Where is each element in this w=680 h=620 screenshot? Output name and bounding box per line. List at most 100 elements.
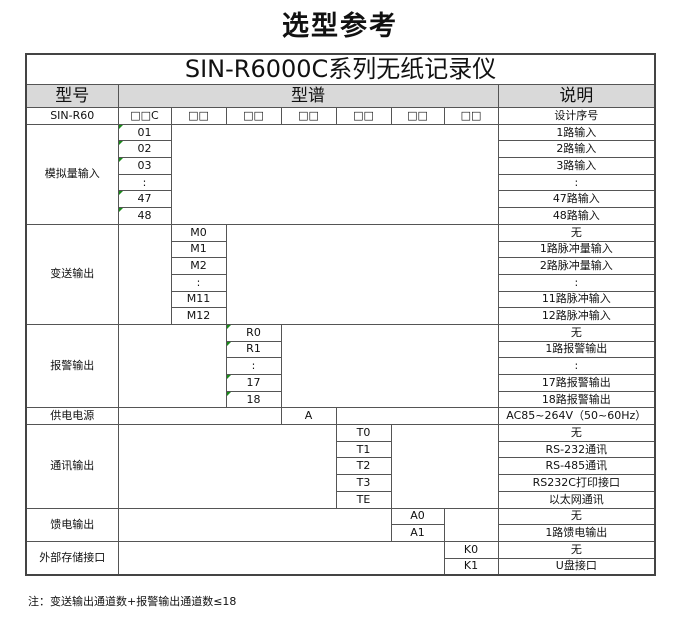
empty-cell bbox=[335, 407, 499, 426]
option-code: T2 bbox=[335, 457, 392, 476]
option-code: 17 bbox=[225, 374, 282, 392]
option-description: 无 bbox=[497, 540, 656, 559]
table-row: 47 47路输入 bbox=[26, 190, 656, 209]
empty-cell bbox=[117, 540, 445, 576]
option-code: 02 bbox=[117, 140, 172, 159]
option-code: K1 bbox=[443, 557, 499, 576]
option-description: 1路脉冲量输入 bbox=[497, 240, 656, 259]
footnote: 注：变送输出通道数+报警输出通道数≤18 bbox=[28, 595, 237, 608]
option-code: : bbox=[170, 273, 227, 292]
option-code: 03 bbox=[117, 157, 172, 175]
option-code: R0 bbox=[225, 323, 282, 342]
table-row: T3 RS232C打印接口 bbox=[26, 474, 656, 492]
code-placeholder: □□ bbox=[280, 107, 337, 125]
code-placeholder: □□ bbox=[225, 107, 282, 125]
option-description: 3路输入 bbox=[497, 157, 656, 175]
option-code: TE bbox=[335, 490, 392, 509]
option-description: 1路输入 bbox=[497, 123, 656, 142]
option-description: 无 bbox=[497, 223, 656, 242]
option-code: A1 bbox=[390, 524, 445, 542]
section-label: 供电电源 bbox=[25, 407, 119, 426]
option-code: 01 bbox=[117, 123, 172, 142]
code-placeholder: □□ bbox=[170, 107, 227, 125]
option-code: M2 bbox=[170, 257, 227, 275]
table-row: :: bbox=[26, 173, 656, 192]
table-row: 模拟量输入 01 1路输入 bbox=[25, 123, 656, 225]
option-code: A bbox=[280, 407, 337, 426]
code-placeholder: □□ bbox=[443, 107, 499, 125]
table-row: M12 12路脉冲输入 bbox=[26, 307, 656, 325]
table-row: M11 11路脉冲输入 bbox=[26, 290, 656, 309]
option-description: 17路报警输出 bbox=[497, 374, 656, 392]
table-row: T1 RS-232通讯 bbox=[26, 440, 656, 459]
table-row: 馈电输出 A0 无 bbox=[25, 507, 656, 542]
table-row: 外部存储接口 K0 无 bbox=[25, 540, 656, 576]
option-code: 47 bbox=[117, 190, 172, 209]
empty-cell bbox=[117, 323, 227, 409]
empty-cell bbox=[117, 424, 337, 509]
option-code: : bbox=[225, 357, 282, 375]
option-description: RS232C打印接口 bbox=[497, 474, 656, 492]
empty-cell bbox=[443, 507, 499, 542]
table-row: M1 1路脉冲量输入 bbox=[26, 240, 656, 259]
table-row: 17 17路报警输出 bbox=[26, 374, 656, 392]
code-placeholder: □□C bbox=[117, 107, 172, 125]
table-row: R1 1路报警输出 bbox=[26, 340, 656, 359]
option-code: M11 bbox=[170, 290, 227, 309]
option-description: 11路脉冲输入 bbox=[497, 290, 656, 309]
empty-cell bbox=[225, 223, 499, 325]
code-placeholder: □□ bbox=[390, 107, 445, 125]
option-description: 无 bbox=[497, 424, 656, 442]
option-description: 48路输入 bbox=[497, 207, 656, 225]
table-row: 供电电源 A AC85~264V（50~60Hz） bbox=[25, 407, 656, 426]
empty-cell bbox=[117, 223, 172, 325]
page-title: 选型参考 bbox=[282, 11, 398, 42]
section-label: 馈电输出 bbox=[25, 507, 119, 542]
option-description: : bbox=[497, 273, 656, 292]
header-description: 说明 bbox=[497, 84, 656, 108]
table-row: T2 RS-485通讯 bbox=[26, 457, 656, 476]
empty-cell bbox=[170, 123, 499, 225]
option-description: RS-485通讯 bbox=[497, 457, 656, 476]
section-label: 模拟量输入 bbox=[25, 123, 119, 225]
option-code: 48 bbox=[117, 207, 172, 225]
option-description: 无 bbox=[497, 323, 656, 342]
option-description: 无 bbox=[497, 507, 656, 526]
option-description: : bbox=[497, 357, 656, 375]
empty-cell bbox=[280, 323, 499, 409]
table-row: K1 U盘接口 bbox=[26, 557, 656, 576]
option-code: T3 bbox=[335, 474, 392, 492]
option-description: RS-232通讯 bbox=[497, 440, 656, 459]
table-row: 变送输出 M0 无 bbox=[25, 223, 656, 325]
empty-cell bbox=[117, 407, 282, 426]
option-code: T1 bbox=[335, 440, 392, 459]
option-description: 1路馈电输出 bbox=[497, 524, 656, 542]
option-code: 18 bbox=[225, 390, 282, 409]
option-description: 47路输入 bbox=[497, 190, 656, 209]
table-title: SIN-R6000C系列无纸记录仪 bbox=[25, 53, 656, 85]
model-description: 设计序号 bbox=[497, 107, 656, 125]
option-code: M12 bbox=[170, 307, 227, 325]
empty-cell bbox=[390, 424, 499, 509]
section-label: 外部存储接口 bbox=[25, 540, 119, 576]
option-description: : bbox=[497, 173, 656, 192]
option-code: : bbox=[117, 173, 172, 192]
option-code: K0 bbox=[443, 540, 499, 559]
option-code: R1 bbox=[225, 340, 282, 359]
option-code: M1 bbox=[170, 240, 227, 259]
option-code: M0 bbox=[170, 223, 227, 242]
table-row: 48 48路输入 bbox=[26, 207, 656, 225]
empty-cell bbox=[117, 507, 392, 542]
option-description: 以太网通讯 bbox=[497, 490, 656, 509]
option-code: T0 bbox=[335, 424, 392, 442]
option-description: 2路输入 bbox=[497, 140, 656, 159]
option-description: U盘接口 bbox=[497, 557, 656, 576]
table-row: 02 2路输入 bbox=[26, 140, 656, 159]
code-placeholder: □□ bbox=[335, 107, 392, 125]
table-row: 通讯输出 T0 无 bbox=[25, 424, 656, 509]
section-label: 报警输出 bbox=[25, 323, 119, 409]
option-description: 18路报警输出 bbox=[497, 390, 656, 409]
section-label: 变送输出 bbox=[25, 223, 119, 325]
option-description: 2路脉冲量输入 bbox=[497, 257, 656, 275]
option-description: 12路脉冲输入 bbox=[497, 307, 656, 325]
